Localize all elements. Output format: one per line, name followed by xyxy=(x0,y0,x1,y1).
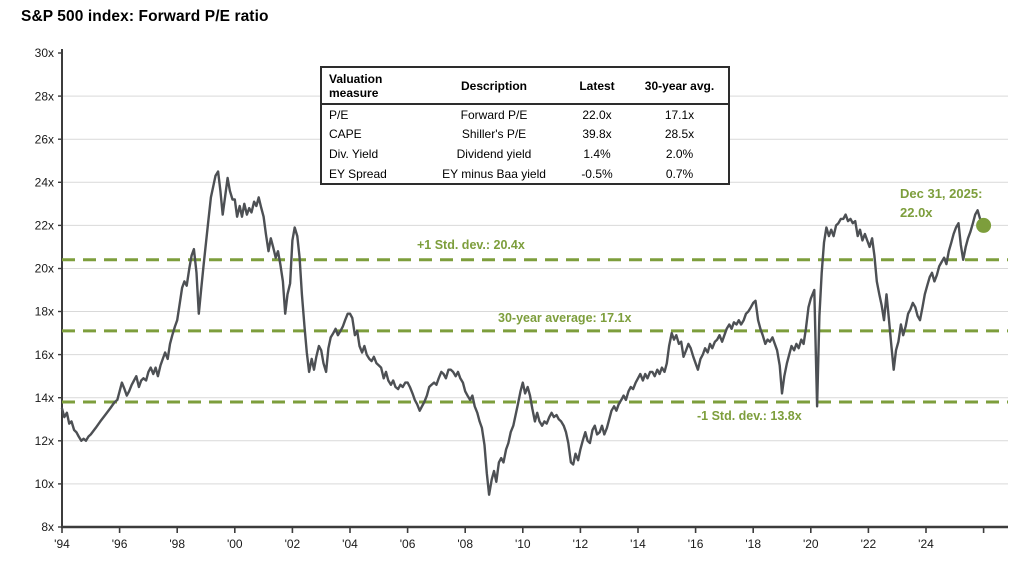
end-point-label: Dec 31, 2025: 22.0x xyxy=(900,184,982,222)
x-tick-label: '00 xyxy=(227,537,243,551)
table-row: Div. Yield Dividend yield 1.4% 2.0% xyxy=(321,144,729,164)
col-header-latest: Latest xyxy=(563,67,631,105)
x-tick-label: '98 xyxy=(169,537,185,551)
end-point-dot xyxy=(976,217,992,233)
table-cell: 17.1x xyxy=(664,107,695,122)
table-row: EY Spread EY minus Baa yield -0.5% 0.7% xyxy=(321,164,729,184)
x-tick-label: '24 xyxy=(918,537,934,551)
forward-pe-series-line xyxy=(60,170,985,496)
y-tick-label: 20x xyxy=(35,262,54,276)
avg-30yr-label: 30-year average: 17.1x xyxy=(498,311,632,325)
y-tick-label: 22x xyxy=(35,219,54,233)
table-cell: 22.0x xyxy=(582,107,612,122)
table-cell: Dividend yield xyxy=(456,147,532,161)
table-row: CAPE Shiller's P/E 39.8x 28.5x xyxy=(321,124,729,144)
y-tick-label: 24x xyxy=(35,176,54,190)
y-tick-label: 26x xyxy=(35,132,54,146)
y-tick-label: 30x xyxy=(35,46,54,60)
table-cell: 28.5x xyxy=(664,127,695,141)
col-header-description: Description xyxy=(425,67,563,105)
x-tick-label: '16 xyxy=(688,537,704,551)
y-tick-label: 16x xyxy=(35,348,54,362)
x-tick-label: '94 xyxy=(54,537,70,551)
x-tick-label: '14 xyxy=(630,537,646,551)
table-cell: EY minus Baa yield xyxy=(442,166,546,181)
table-cell: P/E xyxy=(329,107,349,122)
table-cell: 1.4% xyxy=(583,147,611,161)
table-cell: Div. Yield xyxy=(329,147,379,161)
y-tick-label: 10x xyxy=(35,477,54,491)
x-tick-label: '12 xyxy=(573,537,589,551)
valuation-table: Valuation measure Description Latest 30-… xyxy=(320,66,730,185)
plus1-stddev-label: +1 Std. dev.: 20.4x xyxy=(417,238,525,252)
valuation-table-body: P/E Forward P/E 22.0x 17.1x CAPE Shiller's P/… xyxy=(321,104,729,184)
y-tick-label: 28x xyxy=(35,89,54,103)
end-point-label-date: Dec 31, 2025: xyxy=(900,186,983,201)
y-tick-label: 12x xyxy=(35,434,54,448)
end-point-label-value: 22.0x xyxy=(900,205,933,220)
y-tick-label: 8x xyxy=(41,520,54,534)
x-tick-label: '06 xyxy=(400,537,416,551)
page-title: S&P 500 index: Forward P/E ratio xyxy=(21,8,269,25)
x-tick-label: '02 xyxy=(285,537,301,551)
x-tick-label: '96 xyxy=(112,537,128,551)
x-tick-label: '10 xyxy=(515,537,531,551)
table-cell: 39.8x xyxy=(582,127,612,141)
minus1-stddev-label: -1 Std. dev.: 13.8x xyxy=(697,409,802,423)
table-cell: EY Spread xyxy=(329,166,387,181)
y-tick-label: 18x xyxy=(35,305,54,319)
table-row: P/E Forward P/E 22.0x 17.1x xyxy=(321,104,729,124)
col-header-valuation-measure: Valuation measure xyxy=(321,67,425,105)
table-cell: Forward P/E xyxy=(460,107,528,122)
y-tick-label: 14x xyxy=(35,391,54,405)
table-cell: CAPE xyxy=(329,127,362,141)
table-cell: Shiller's P/E xyxy=(461,127,527,141)
table-cell: 2.0% xyxy=(665,147,694,161)
x-tick-label: '20 xyxy=(803,537,819,551)
table-cell: -0.5% xyxy=(581,166,613,181)
x-tick-label: '22 xyxy=(861,537,877,551)
x-tick-label: '04 xyxy=(342,537,358,551)
valuation-table-header: Valuation measure Description Latest 30-… xyxy=(321,67,729,105)
col-header-30yr-avg: 30-year avg. xyxy=(631,67,729,105)
x-tick-label: '08 xyxy=(457,537,473,551)
table-cell: 0.7% xyxy=(665,166,694,181)
x-tick-label: '18 xyxy=(745,537,761,551)
